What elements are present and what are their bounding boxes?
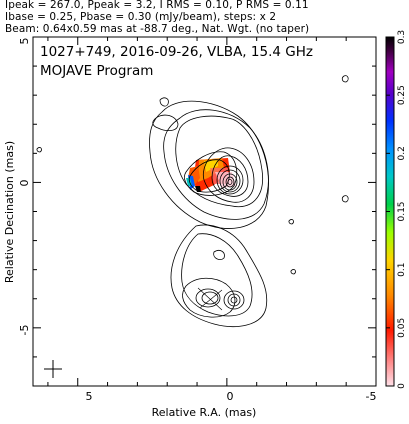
colorbar-tick-label: 0.15	[397, 201, 407, 221]
colorbar-tick-label: 0.1	[397, 263, 407, 277]
north-extension-contours	[152, 97, 179, 132]
map-title: 1027+749, 2016-09-26, VLBA, 15.4 GHz	[40, 44, 313, 60]
y-tick-label: 5	[18, 38, 31, 45]
colorbar-tick-label: 0.05	[397, 318, 407, 338]
axis-ticks	[33, 36, 377, 387]
colorbar-tick-label: 0.2	[397, 146, 407, 160]
colorbar-tick-label: 0	[397, 383, 407, 389]
beam-marker	[44, 360, 62, 378]
colorbar-labels: 0 0.05 0.1 0.15 0.2 0.25 0.3	[397, 30, 407, 389]
y-tick-label: 0	[18, 180, 31, 187]
header-beam-line: Beam: 0.64x0.59 mas at -88.7 deg., Nat. …	[5, 23, 310, 35]
header-base-line: Ibase = 0.25, Pbase = 0.30 (mJy/beam), s…	[5, 11, 277, 23]
x-tick-label: -5	[366, 390, 377, 403]
colorbar-tick-label: 0.25	[397, 85, 407, 105]
y-tick-label: -5	[18, 325, 31, 336]
noise-contours	[36, 75, 349, 275]
x-axis-label: Relative R.A. (mas)	[152, 406, 257, 419]
map-subtitle: MOJAVE Program	[40, 63, 153, 79]
y-axis-label: Relative Decination (mas)	[3, 141, 16, 283]
core-contours	[149, 100, 269, 229]
map-area	[36, 75, 349, 378]
colorbar-ticks	[386, 36, 390, 387]
south-component-contours	[170, 224, 268, 327]
x-tick-label: 0	[227, 390, 234, 403]
plot-frame	[32, 36, 377, 387]
header-stats-line: Ipeak = 267.0, Ppeak = 3.2, I RMS = 0.10…	[5, 0, 309, 11]
colorbar-tick-label: 0.3	[397, 30, 407, 44]
x-tick-label: 5	[86, 390, 93, 403]
